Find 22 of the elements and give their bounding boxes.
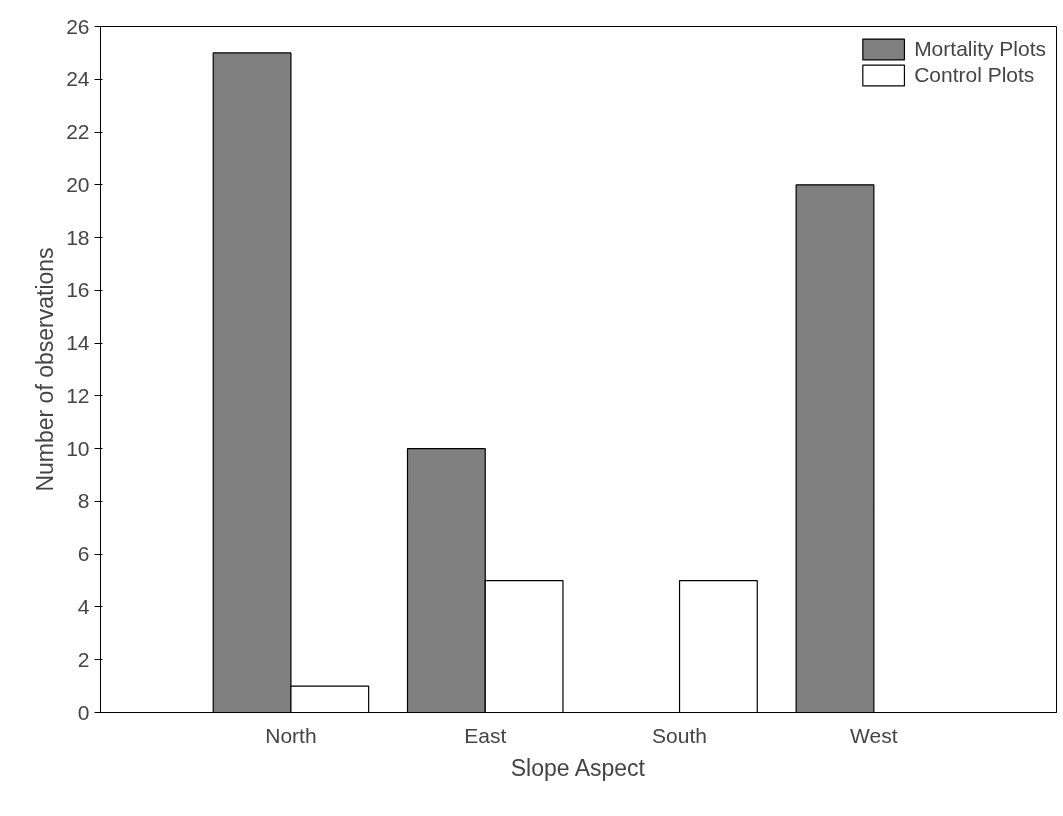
y-axis-title: Number of observations bbox=[32, 247, 59, 492]
x-axis-title: Slope Aspect bbox=[510, 754, 646, 781]
y-tick-label: 14 bbox=[66, 331, 90, 355]
x-tick-label: North bbox=[265, 723, 317, 747]
y-tick-label: 6 bbox=[77, 542, 90, 566]
y-tick-label: 4 bbox=[77, 594, 90, 618]
y-tick-label: 16 bbox=[66, 278, 90, 302]
x-tick-label: South bbox=[652, 723, 707, 747]
y-tick-label: 24 bbox=[66, 67, 90, 91]
y-tick-label: 22 bbox=[66, 120, 90, 144]
y-tick-label: 2 bbox=[77, 647, 90, 671]
y-tick-label: 26 bbox=[66, 14, 90, 38]
legend-label: Mortality Plots bbox=[914, 36, 1046, 62]
x-tick-label: West bbox=[850, 723, 898, 747]
y-tick-label: 12 bbox=[66, 383, 90, 407]
legend-label: Control Plots bbox=[914, 62, 1035, 88]
y-tick-label: 0 bbox=[77, 700, 90, 724]
x-tick-label: East bbox=[464, 723, 507, 747]
y-tick-label: 10 bbox=[66, 436, 90, 460]
y-tick-label: 20 bbox=[66, 172, 90, 196]
y-tick-label: 8 bbox=[77, 489, 90, 513]
y-tick-label: 18 bbox=[66, 225, 90, 249]
